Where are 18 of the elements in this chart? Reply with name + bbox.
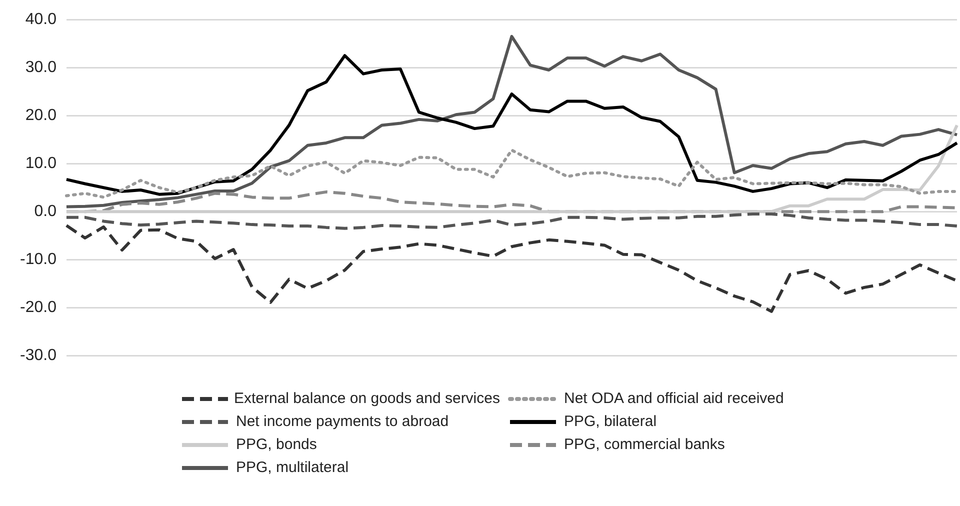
line-series [64,224,958,313]
y-tick-label: 10.0 [25,155,57,172]
y-tick-label: 40.0 [25,11,57,28]
legend-label: PPG, bonds [236,436,317,453]
legend-label: Net ODA and official aid received [564,390,784,407]
legend-label: PPG, bilateral [564,413,657,430]
y-tick-label: -10.0 [20,251,57,268]
legend-label: External balance on goods and services [234,390,500,407]
line-series [64,212,958,230]
legend-label: PPG, commercial banks [564,436,725,453]
legend-label: PPG, multilateral [236,459,349,476]
y-tick-label: 20.0 [25,107,57,124]
y-tick-label: 0.0 [34,203,57,220]
y-tick-label: -30.0 [20,347,57,364]
legend-label: Net income payments to abroad [236,413,449,430]
y-tick-label: -20.0 [20,299,57,316]
line-series [64,148,958,199]
y-tick-label: 30.0 [25,59,57,76]
